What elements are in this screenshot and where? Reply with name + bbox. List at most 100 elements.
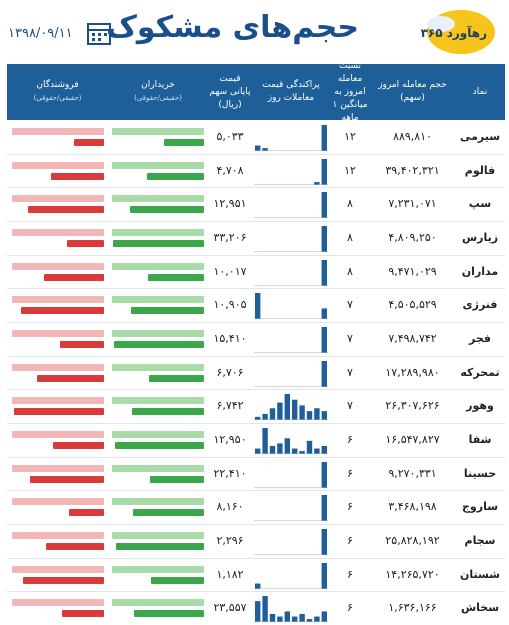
sellers-cell (9, 288, 106, 321)
dist-bar (321, 611, 327, 622)
price: ۱۲,۹۵۱ (213, 197, 247, 211)
seller-bar (21, 307, 104, 315)
dist-bar (314, 616, 320, 622)
buyer-bar (149, 374, 204, 382)
symbol: زیارس (461, 231, 499, 244)
row: وهور ۲۶,۳۰۷,۶۲۶ ۷ ۶,۷۴۲ (7, 389, 505, 424)
symbol: مداران (461, 264, 499, 278)
header: رهآورد ۳۶۵ حجم‌های مشکوک ۱۳۹۸/۰۹/۱۱ (0, 0, 509, 64)
dist-bar (277, 616, 283, 622)
dist-bar (314, 408, 320, 420)
symbol: فنرژی (462, 298, 498, 312)
seller-bar (12, 363, 104, 371)
buyer-bar (112, 363, 204, 371)
dist-bar (262, 414, 268, 420)
buyer-bar (112, 128, 204, 135)
buyer-bar (112, 229, 204, 236)
dist-bar (262, 148, 268, 151)
row: حسینا ۹,۲۷۰,۳۳۱ ۶ ۲۲,۴۱۰ (7, 457, 505, 492)
col-header: فروشندگان (حقیقی/حقوقی) (7, 64, 108, 120)
sellers-cell (9, 120, 106, 153)
ratio: ۷ (347, 298, 353, 312)
symbol: تمحرکه (460, 365, 500, 379)
sparkline (254, 360, 328, 387)
dist-bar (255, 293, 261, 319)
ratio: ۷ (347, 399, 353, 413)
dist-bar (269, 614, 276, 622)
buyer-bar (115, 442, 204, 449)
seller-bar (44, 273, 104, 281)
volume: ۳۹,۴۰۲,۳۲۱ (385, 163, 440, 177)
seller-bar (12, 229, 104, 236)
row: سجام ۲۵,۸۲۸,۱۹۲ ۶ ۲,۲۹۶ (7, 524, 505, 559)
buyer-bar (133, 509, 204, 517)
col-header: نماد (472, 86, 488, 97)
price: ۶,۷۰۶ (216, 365, 244, 379)
symbol: حسینا (463, 466, 497, 480)
dist-bar (321, 411, 327, 420)
sparkline (254, 461, 328, 488)
ratio: ۱۲ (344, 130, 356, 143)
volume: ۴,۵۰۵,۵۲۹ (388, 298, 437, 312)
col-sub: (حقیقی/حقوقی) (134, 94, 182, 102)
price: ۳۳,۲۰۶ (213, 231, 247, 244)
dist-bar (314, 448, 320, 454)
date: ۱۳۹۸/۰۹/۱۱ (8, 26, 73, 41)
dist-bar (269, 408, 276, 420)
calendar-icon (87, 23, 111, 45)
buyer-bar (147, 172, 204, 180)
table-body: سیرمی ۸۸۹,۸۱۰ ۱۲ ۵,۰۳۳ فالوم ۳۹,۴۰۲,۳۲۱ ۱۲ ۴,۷۰… (7, 120, 505, 625)
seller-bar (12, 262, 104, 270)
dist-bar (255, 448, 261, 454)
symbol: سپ (468, 197, 492, 211)
buyer-bar (112, 464, 204, 472)
row: ساروج ۳,۴۶۸,۱۹۸ ۶ ۸,۱۶۰ (7, 490, 505, 525)
sparkline (254, 327, 328, 354)
sparkline (254, 158, 328, 185)
seller-bar (12, 565, 104, 573)
buyers-cell (110, 524, 206, 557)
sellers-cell (9, 524, 106, 557)
price: ۱۲,۹۵۰ (213, 433, 247, 446)
seller-bar (14, 408, 104, 416)
price: ۲۲,۴۱۰ (213, 466, 247, 480)
seller-bar (69, 509, 104, 517)
symbol: شستان (459, 567, 501, 581)
ratio: ۸ (347, 264, 353, 278)
buyer-bar (130, 206, 204, 214)
dist-bar (321, 308, 327, 319)
buyers-cell (110, 490, 206, 523)
buyer-bar (150, 475, 204, 483)
dist-bar (299, 614, 305, 622)
buyer-bar (112, 532, 204, 539)
price: ۱۰,۹۰۵ (213, 298, 247, 312)
seller-bar (12, 532, 104, 539)
dist-bar (277, 443, 283, 454)
dist-bar (262, 428, 268, 454)
buyers-cell (110, 356, 206, 389)
seller-bar (12, 296, 104, 304)
sellers-cell (9, 457, 106, 490)
dist-bar (321, 158, 327, 185)
sellers-cell (9, 255, 106, 288)
sellers-cell (9, 490, 106, 523)
seller-bar (53, 442, 104, 449)
seller-bar (28, 206, 104, 214)
col-header: قیمت پایانی سهم (ریال) (209, 73, 251, 110)
buyers-cell (110, 322, 206, 355)
dist-bar (321, 192, 327, 218)
sparkline (254, 428, 328, 455)
price: ۸,۱۶۰ (216, 500, 244, 514)
seller-bar (12, 161, 104, 169)
sellers-cell (9, 389, 106, 422)
title: حجم‌های مشکوک (106, 10, 359, 45)
buyer-bar (114, 341, 204, 348)
logo (427, 10, 495, 54)
seller-bar (12, 464, 104, 472)
dist-bar (277, 402, 283, 420)
sellers-cell (9, 221, 106, 254)
buyer-bar (134, 610, 204, 618)
seller-bar (12, 330, 104, 337)
sparkline (254, 293, 328, 320)
